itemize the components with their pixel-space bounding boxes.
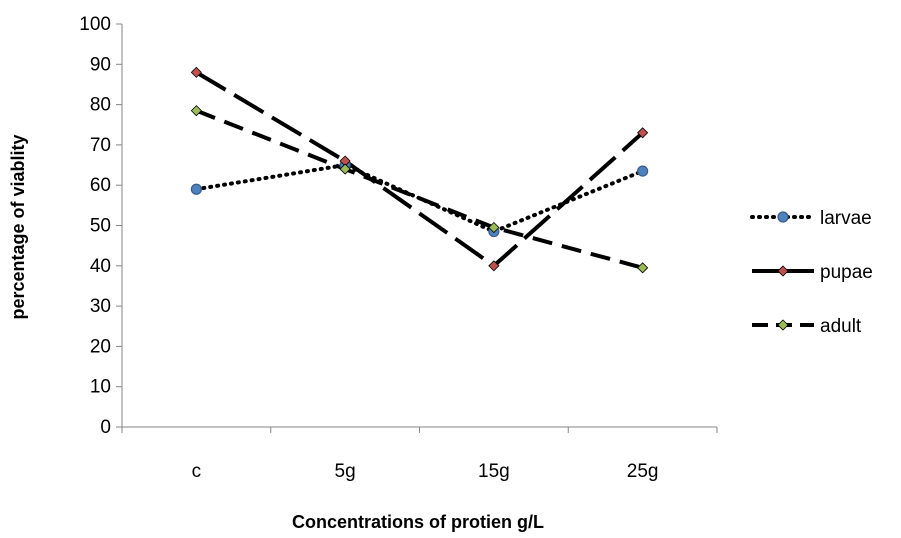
y-tick-label: 100 xyxy=(79,14,111,35)
y-tick-label: 20 xyxy=(90,336,111,357)
legend-item-pupae: pupae xyxy=(752,262,873,283)
data-point-adult xyxy=(637,262,649,274)
y-tick-label: 40 xyxy=(90,256,111,277)
series-line-adult xyxy=(195,108,644,270)
y-tick-label: 50 xyxy=(90,216,111,237)
data-point-pupae xyxy=(488,260,500,272)
data-point-adult xyxy=(488,221,500,234)
series-line-larvae xyxy=(194,162,645,234)
legend-item-adult: adult xyxy=(752,316,862,337)
legend-marker xyxy=(777,265,789,277)
y-tick-label: 30 xyxy=(90,296,111,317)
series-lines xyxy=(190,66,649,274)
y-tick-label: 90 xyxy=(90,54,111,75)
series-markers-adult xyxy=(190,105,649,274)
y-tick-label: 80 xyxy=(90,95,111,116)
data-point-adult xyxy=(339,163,351,175)
legend-marker xyxy=(777,211,789,223)
data-point-larvae xyxy=(190,183,202,195)
legend: larvae pupae adult xyxy=(750,208,873,337)
data-point-pupae xyxy=(190,66,202,78)
y-tick-label: 10 xyxy=(90,377,111,398)
data-point-pupae xyxy=(637,127,649,139)
series-markers-pupae xyxy=(190,66,649,272)
series-line-pupae xyxy=(195,70,644,269)
x-tick-label: 15g xyxy=(478,461,510,482)
y-tick-label: 70 xyxy=(90,135,111,156)
x-tick-label: 25g xyxy=(627,461,659,482)
axes: 0 10 20 30 40 50 60 70 80 90 100 c 5g 15g 25g xyxy=(79,14,718,482)
x-tick-label: c xyxy=(192,461,202,482)
legend-marker xyxy=(777,319,789,331)
x-tick-label: 5g xyxy=(335,461,356,482)
legend-label: adult xyxy=(820,316,862,337)
y-axis-title: percentage of viablity xyxy=(8,134,28,319)
legend-item-larvae: larvae xyxy=(750,208,872,229)
y-tick-label: 60 xyxy=(90,175,111,196)
y-tick-label: 0 xyxy=(100,417,111,438)
x-axis-title: Concentrations of protien g/L xyxy=(292,512,544,532)
data-point-adult xyxy=(190,105,202,117)
data-point-larvae xyxy=(637,165,649,177)
legend-label: larvae xyxy=(820,208,872,229)
legend-label: pupae xyxy=(820,262,873,283)
